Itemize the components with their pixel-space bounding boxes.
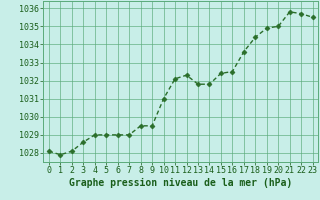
X-axis label: Graphe pression niveau de la mer (hPa): Graphe pression niveau de la mer (hPa) bbox=[69, 178, 292, 188]
